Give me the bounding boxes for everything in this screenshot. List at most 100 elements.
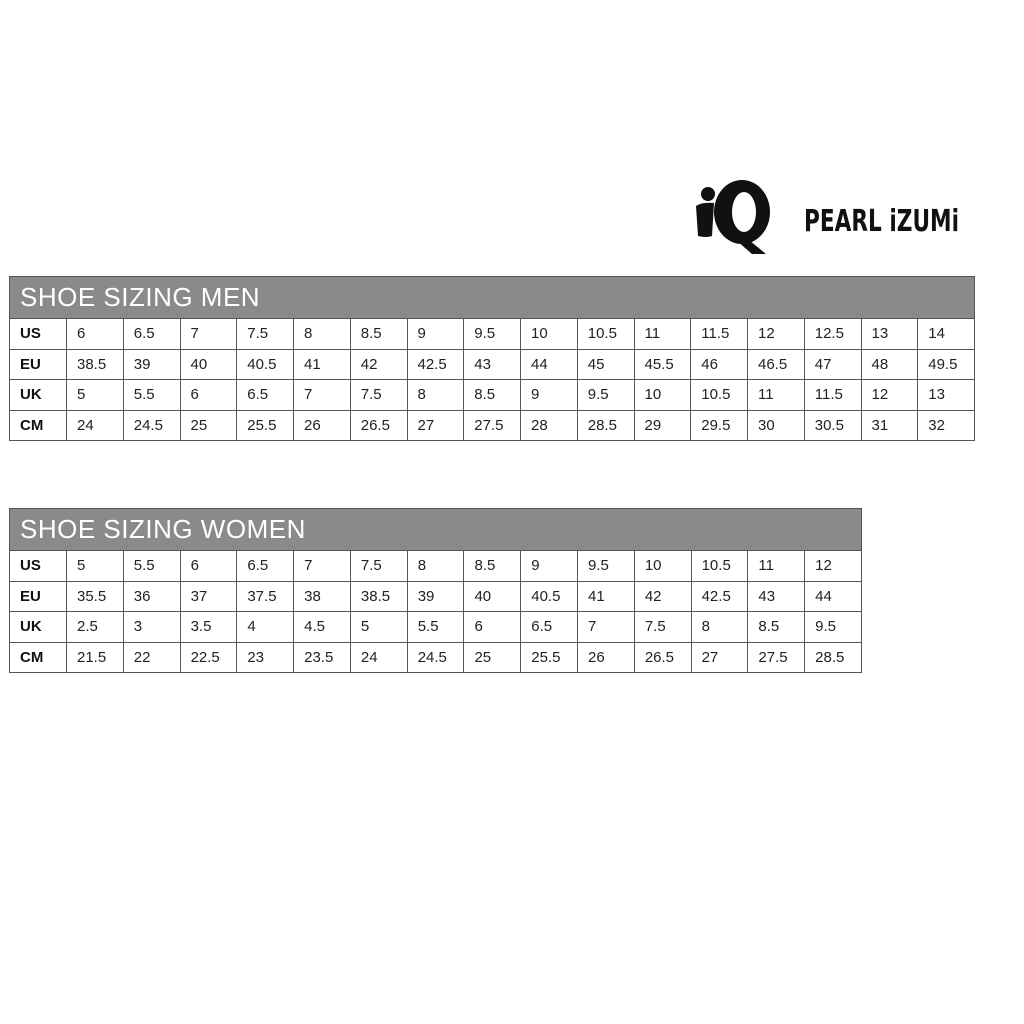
size-cell: 13 (860, 318, 919, 350)
size-cell: 28 (520, 409, 578, 441)
size-cell: 25.5 (520, 641, 579, 673)
size-cell: 12 (747, 318, 805, 350)
size-cell: 11 (633, 318, 692, 350)
size-cell: 5.5 (406, 611, 465, 643)
size-cell: 8.5 (463, 550, 522, 582)
women-table-title: SHOE SIZING WOMEN (9, 508, 862, 551)
pearl-izumi-logo: PEARL iZUMi (696, 180, 959, 254)
size-cell: 23.5 (293, 641, 351, 673)
size-cell: 6.5 (122, 318, 181, 350)
row-label: UK (9, 379, 67, 411)
size-cell: 23 (236, 641, 295, 673)
size-cell: 10.5 (576, 318, 635, 350)
size-cell: 7.5 (633, 611, 692, 643)
size-cell: 26 (293, 409, 351, 441)
size-cell: 42.5 (690, 580, 749, 612)
size-row-us: US 5 5.5 6 6.5 7 7.5 8 8.5 9 9.5 10 10.5 11 12 (9, 550, 862, 582)
size-cell: 41 (577, 580, 635, 612)
size-cell: 9.5 (577, 550, 635, 582)
size-cell: 11 (747, 550, 806, 582)
svg-text:PEARL iZUMi: PEARL iZUMi (804, 204, 959, 239)
size-cell: 43 (463, 348, 521, 380)
size-cell: 24 (66, 409, 124, 441)
size-cell: 11.5 (690, 318, 748, 350)
size-cell: 8 (293, 318, 351, 350)
size-cell: 11 (747, 379, 805, 411)
size-cell: 5.5 (122, 379, 181, 411)
size-cell: 25 (463, 641, 522, 673)
size-cell: 6 (179, 379, 238, 411)
men-size-table: SHOE SIZING MEN US 6 6.5 7 7.5 8 8.5 9 9.5 10 10.5… (9, 276, 975, 441)
size-row-eu: EU 38.5 39 40 40.5 41 42 42.5 43 44 45 45.5 46 46.5 47… (9, 348, 975, 380)
size-cell: 6 (66, 318, 124, 350)
size-cell: 26 (577, 641, 635, 673)
size-cell: 5.5 (122, 550, 181, 582)
men-table-title: SHOE SIZING MEN (9, 276, 975, 319)
size-cell: 13 (917, 379, 975, 411)
size-cell: 6.5 (520, 611, 579, 643)
size-cell: 22 (122, 641, 181, 673)
size-cell: 37.5 (236, 580, 295, 612)
size-cell: 24.5 (406, 641, 465, 673)
size-cell: 7.5 (236, 318, 294, 350)
size-cell: 12 (804, 550, 862, 582)
size-cell: 5 (66, 379, 124, 411)
size-cell: 29 (633, 409, 692, 441)
size-cell: 27 (406, 409, 465, 441)
size-cell: 44 (804, 580, 862, 612)
size-cell: 46.5 (747, 348, 805, 380)
size-cell: 27.5 (463, 409, 521, 441)
size-cell: 5 (349, 611, 408, 643)
size-cell: 9.5 (804, 611, 862, 643)
size-cell: 8.5 (463, 379, 521, 411)
size-cell: 35.5 (66, 580, 124, 612)
size-cell: 30 (747, 409, 805, 441)
size-row-us: US 6 6.5 7 7.5 8 8.5 9 9.5 10 10.5 11 11.5 12 12.5 13 14 (9, 318, 975, 350)
size-cell: 27.5 (747, 641, 806, 673)
size-cell: 6.5 (236, 550, 295, 582)
size-cell: 45.5 (633, 348, 692, 380)
size-cell: 25.5 (236, 409, 294, 441)
women-size-table: SHOE SIZING WOMEN US 5 5.5 6 6.5 7 7.5 8 8.5 9 9.5… (9, 508, 862, 673)
size-cell: 7.5 (349, 379, 408, 411)
size-row-uk: UK 5 5.5 6 6.5 7 7.5 8 8.5 9 9.5 10 10.5 11 11.5 12 13 (9, 379, 975, 411)
size-cell: 6 (179, 550, 238, 582)
size-cell: 7 (293, 379, 351, 411)
size-cell: 47 (803, 348, 862, 380)
row-label: EU (9, 348, 67, 380)
size-cell: 14 (917, 318, 975, 350)
size-cell: 31 (860, 409, 919, 441)
size-cell: 12.5 (803, 318, 862, 350)
size-cell: 10.5 (690, 379, 748, 411)
size-cell: 7 (293, 550, 351, 582)
size-cell: 9.5 (576, 379, 635, 411)
size-cell: 8 (406, 550, 465, 582)
size-cell: 42 (349, 348, 408, 380)
size-cell: 46 (690, 348, 748, 380)
row-label: EU (9, 580, 67, 612)
size-cell: 45 (576, 348, 635, 380)
size-cell: 21.5 (66, 641, 124, 673)
size-cell: 9.5 (463, 318, 521, 350)
size-cell: 10.5 (690, 550, 749, 582)
size-cell: 7 (179, 318, 238, 350)
size-cell: 42.5 (406, 348, 465, 380)
size-cell: 26.5 (633, 641, 692, 673)
size-cell: 27 (690, 641, 749, 673)
size-cell: 8.5 (747, 611, 806, 643)
size-cell: 40.5 (236, 348, 294, 380)
size-cell: 28.5 (576, 409, 635, 441)
size-cell: 40 (179, 348, 238, 380)
size-cell: 41 (293, 348, 351, 380)
size-cell: 48 (860, 348, 919, 380)
size-cell: 39 (406, 580, 465, 612)
size-cell: 12 (860, 379, 919, 411)
size-cell: 9 (520, 550, 579, 582)
size-cell: 36 (122, 580, 181, 612)
size-cell: 24.5 (122, 409, 181, 441)
size-cell: 29.5 (690, 409, 748, 441)
size-cell: 11.5 (803, 379, 862, 411)
size-cell: 42 (633, 580, 692, 612)
size-cell: 38 (293, 580, 351, 612)
size-row-cm: CM 24 24.5 25 25.5 26 26.5 27 27.5 28 28.5 29 29.5 30… (9, 409, 975, 441)
